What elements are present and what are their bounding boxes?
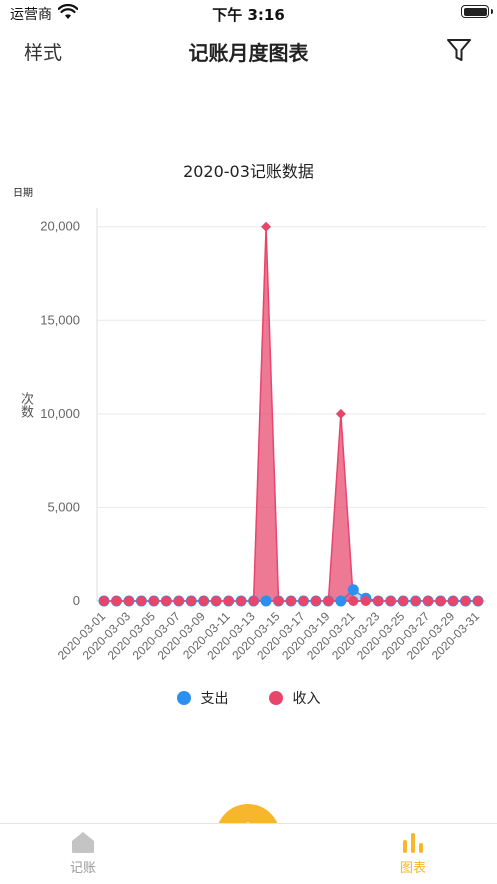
data-point: [435, 596, 446, 606]
data-point: [211, 596, 222, 606]
data-point: [473, 596, 483, 606]
data-point: [261, 221, 272, 232]
status-time: 下午 3:16: [212, 6, 285, 24]
data-point: [248, 596, 259, 606]
data-point: [360, 596, 371, 606]
data-point: [223, 596, 234, 606]
data-point: [173, 596, 184, 606]
tab-charts[interactable]: 图表: [363, 830, 463, 876]
home-icon: [72, 832, 94, 853]
data-point: [123, 596, 134, 606]
style-button[interactable]: 样式: [24, 42, 63, 64]
nav-bar: 样式 记账月度图表: [0, 26, 497, 76]
y-tick-label: 5,000: [47, 499, 80, 514]
wifi-icon: [58, 4, 78, 19]
data-point: [460, 596, 471, 606]
bar-chart-icon: [403, 833, 423, 853]
chart-title: 2020-03记账数据: [183, 162, 314, 181]
data-point: [99, 596, 109, 606]
data-point: [423, 596, 434, 606]
data-point: [260, 595, 272, 607]
legend-dot: [268, 691, 283, 705]
status-bar: 运营商 下午 3:16: [0, 0, 497, 26]
data-point: [198, 596, 209, 606]
tab-bar: 记账 图表: [0, 823, 497, 884]
y-tick-label: 20,000: [40, 219, 80, 234]
legend-dot: [176, 691, 191, 705]
chart-legend: 支出 收入: [0, 688, 497, 709]
tab-charts-label: 图表: [399, 861, 426, 876]
y-tick-label: 15,000: [40, 312, 80, 327]
battery-icon: [461, 5, 493, 18]
data-point: [186, 596, 197, 606]
data-point: [236, 596, 247, 606]
filter-icon[interactable]: [445, 36, 473, 64]
chart-plot: 05,00010,00015,00020,0002020-03-012020-0…: [40, 208, 486, 663]
data-point: [310, 596, 321, 606]
legend-label: 收入: [292, 691, 321, 707]
data-point: [298, 596, 309, 606]
legend-item[interactable]: 收入: [268, 688, 321, 708]
data-point: [148, 596, 159, 606]
legend-item[interactable]: 支出: [176, 688, 229, 708]
chart-container: 2020-03记账数据 日期 次数 0 5,000 10,000 15,000 20,0…: [0, 150, 497, 720]
y-tick-label: 10,000: [40, 406, 80, 421]
data-point: [348, 596, 359, 606]
data-point: [410, 596, 421, 606]
data-point: [347, 584, 359, 596]
y-axis-label: 次数: [18, 392, 33, 418]
legend-label: 支出: [200, 691, 229, 707]
data-point: [323, 596, 334, 606]
data-point: [398, 596, 409, 606]
y-tick-label: 0: [73, 593, 80, 608]
tab-records-label: 记账: [69, 861, 96, 876]
data-point: [161, 596, 172, 606]
carrier-label: 运营商: [10, 7, 52, 23]
data-point: [111, 596, 122, 606]
data-point: [335, 595, 347, 607]
data-point: [136, 596, 147, 606]
page-title: 记账月度图表: [188, 41, 309, 65]
data-point: [286, 596, 296, 606]
tab-records[interactable]: 记账: [33, 830, 133, 876]
data-point: [273, 596, 284, 606]
data-point: [448, 596, 459, 606]
data-point: [385, 596, 396, 606]
data-point: [373, 596, 384, 606]
data-point: [335, 408, 346, 419]
y-unit-label: 日期: [13, 188, 33, 199]
